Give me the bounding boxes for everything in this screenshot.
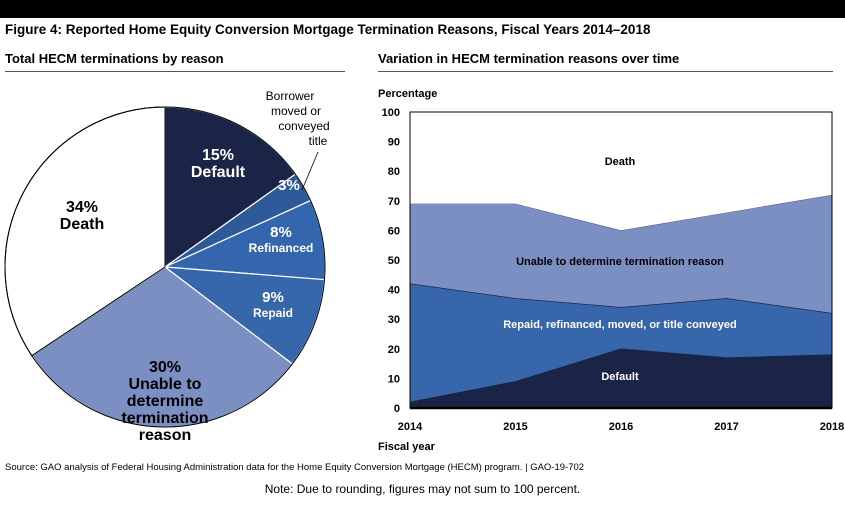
area-xtick: 2018 xyxy=(820,421,844,433)
pie-chart: 15%Default 3% Borrower moved or conveyed titl… xyxy=(4,89,330,444)
pie-panel-rule xyxy=(5,71,345,72)
area-ytick: 80 xyxy=(388,166,400,178)
pie-label-default: Default xyxy=(191,164,246,181)
pie-callout-leader xyxy=(301,151,319,191)
area-panel-rule xyxy=(378,71,833,72)
area-ytick: 60 xyxy=(388,225,400,237)
pie-label-unable: Unable to determine termination reason xyxy=(121,376,208,444)
area-xtick: 2015 xyxy=(503,421,527,433)
figure-title: Figure 4: Reported Home Equity Conversio… xyxy=(5,22,651,37)
area-xtick: 2016 xyxy=(609,421,633,433)
pie-pct-death: 34% xyxy=(66,199,98,216)
area-ytick: 20 xyxy=(388,344,400,356)
area-ytick: 50 xyxy=(388,255,400,267)
area-ytick: 70 xyxy=(388,196,400,208)
area-ytick: 0 xyxy=(394,403,400,415)
area-ylabel: Percentage xyxy=(378,88,437,100)
area-panel-title: Variation in HECM termination reasons ov… xyxy=(378,51,680,66)
pie-outline xyxy=(4,106,326,428)
pie-pct-repaid: 9% xyxy=(262,289,284,306)
area-xlabel: Fiscal year xyxy=(378,441,436,453)
area-ytick: 10 xyxy=(388,373,400,385)
note-text: Note: Due to rounding, figures may not s… xyxy=(264,482,581,496)
area-ytick: 30 xyxy=(388,314,400,326)
source-text: Source: GAO analysis of Federal Housing … xyxy=(5,462,585,473)
area-ytick: 40 xyxy=(388,285,400,297)
area-xtick: 2017 xyxy=(714,421,738,433)
pie-pct-refinanced: 8% xyxy=(270,224,292,241)
top-bar xyxy=(0,0,845,18)
area-xtick: 2014 xyxy=(398,421,423,433)
pie-pct-default: 15% xyxy=(202,147,234,164)
area-ytick: 90 xyxy=(388,137,400,149)
pie-label-repaid: Repaid xyxy=(253,306,293,320)
pie-label-refinanced: Refinanced xyxy=(249,241,314,255)
area-label-death: Death xyxy=(605,156,636,168)
area-label-default: Default xyxy=(601,371,639,383)
pie-callout-moved: Borrower moved or conveyed title xyxy=(266,89,330,148)
area-ytick: 100 xyxy=(382,107,400,119)
pie-panel-title: Total HECM terminations by reason xyxy=(5,51,224,66)
area-series-death xyxy=(410,112,832,231)
area-chart: Percentage Default Repaid, refinanced, mov… xyxy=(378,88,844,453)
pie-pct-unable: 30% xyxy=(149,359,181,376)
pie-label-death: Death xyxy=(60,216,104,233)
area-label-repaid_group: Repaid, refinanced, moved, or title conv… xyxy=(503,319,737,331)
area-label-unable: Unable to determine termination reason xyxy=(516,256,724,268)
pie-pct-moved: 3% xyxy=(278,177,300,194)
